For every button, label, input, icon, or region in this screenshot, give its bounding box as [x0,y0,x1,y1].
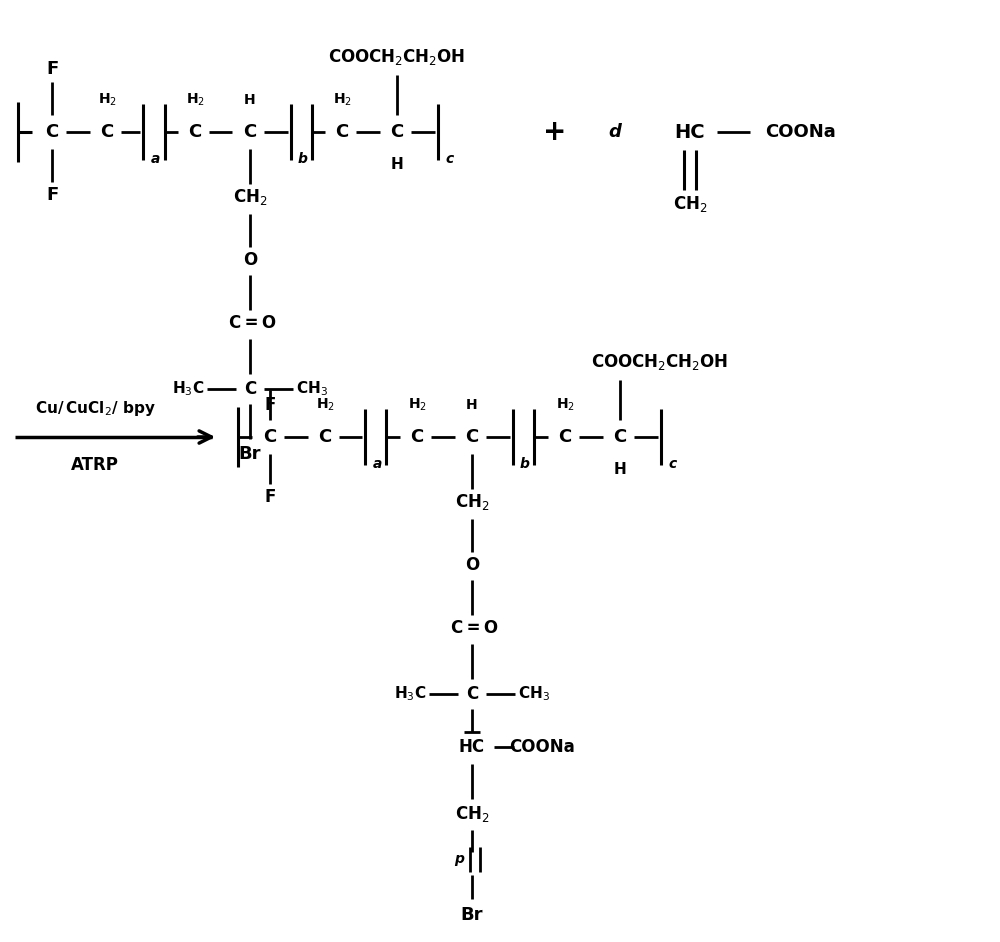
Text: C: C [243,123,257,141]
Text: C: C [263,428,277,446]
Text: F: F [46,186,58,204]
Text: O: O [465,556,479,574]
Text: C: C [100,123,114,141]
Text: F: F [46,60,58,78]
Text: Br: Br [239,445,261,463]
Text: HC: HC [675,122,705,141]
Text: COONa: COONa [765,123,835,141]
Text: C: C [335,123,349,141]
Text: CH$_3$: CH$_3$ [518,685,550,704]
Text: O: O [243,251,257,269]
Text: H$_3$C: H$_3$C [172,380,204,398]
Text: C: C [465,428,479,446]
Text: c: c [669,457,677,471]
Text: C: C [45,123,59,141]
Text: H: H [466,398,478,412]
Text: H$_2$: H$_2$ [186,91,204,108]
Text: F: F [264,488,276,506]
Text: COONa: COONa [509,738,575,756]
Text: b: b [520,457,530,471]
Text: H: H [391,156,403,171]
Text: C: C [244,380,256,398]
Text: COOCH$_2$CH$_2$OH: COOCH$_2$CH$_2$OH [591,352,729,372]
Text: b: b [298,152,308,166]
Text: C: C [558,428,572,446]
Text: CH$_2$: CH$_2$ [673,194,707,214]
Text: C: C [613,428,627,446]
Text: +: + [543,118,567,146]
Text: C: C [318,428,332,446]
Text: H$_2$: H$_2$ [98,91,116,108]
Text: H$_2$: H$_2$ [316,397,334,414]
Text: C: C [466,685,478,703]
Text: C: C [390,123,404,141]
Text: H$_2$: H$_2$ [333,91,351,108]
Text: CH$_2$: CH$_2$ [455,804,489,824]
Text: c: c [446,152,454,166]
Text: a: a [372,457,382,471]
Text: H$_2$: H$_2$ [556,397,574,414]
Text: C = O: C = O [451,619,499,637]
Text: CH$_2$: CH$_2$ [455,492,489,512]
Text: d: d [609,123,621,141]
Text: p: p [454,852,464,866]
Text: CH$_2$: CH$_2$ [233,187,267,207]
Text: COOCH$_2$CH$_2$OH: COOCH$_2$CH$_2$OH [328,47,466,67]
Text: F: F [264,396,276,414]
Text: C: C [188,123,202,141]
Text: Cu/ CuCl$_2$/ bpy: Cu/ CuCl$_2$/ bpy [35,399,155,418]
Text: Br: Br [461,906,483,924]
Text: a: a [150,152,160,166]
Text: ATRP: ATRP [71,456,119,474]
Text: H: H [244,93,256,107]
Text: H: H [614,462,626,477]
Text: C: C [410,428,424,446]
Text: H$_3$C: H$_3$C [394,685,426,704]
Text: HC: HC [459,738,485,756]
Text: H$_2$: H$_2$ [408,397,426,414]
Text: CH$_3$: CH$_3$ [296,380,328,398]
Text: C = O: C = O [229,314,277,332]
